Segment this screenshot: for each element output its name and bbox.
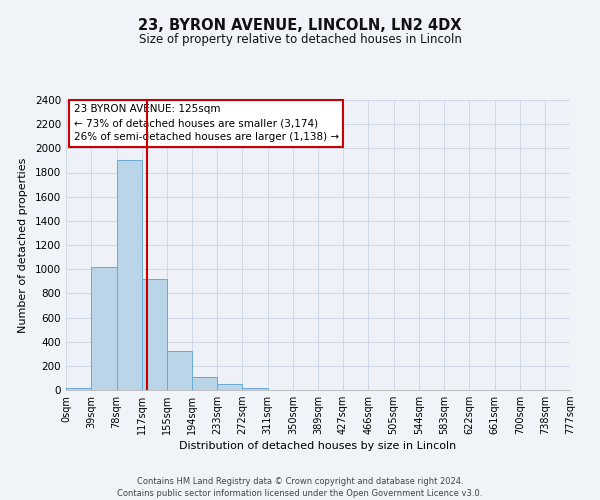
Y-axis label: Number of detached properties: Number of detached properties [18,158,28,332]
Text: Contains public sector information licensed under the Open Government Licence v3: Contains public sector information licen… [118,489,482,498]
Bar [192,376,217,390]
Bar [142,279,167,390]
Bar [217,384,242,390]
Text: 23, BYRON AVENUE, LINCOLN, LN2 4DX: 23, BYRON AVENUE, LINCOLN, LN2 4DX [138,18,462,32]
Bar [116,160,142,390]
Bar [167,352,192,390]
Bar [91,267,116,390]
Bar [242,388,268,390]
X-axis label: Distribution of detached houses by size in Lincoln: Distribution of detached houses by size … [179,442,457,452]
Text: 23 BYRON AVENUE: 125sqm
← 73% of detached houses are smaller (3,174)
26% of semi: 23 BYRON AVENUE: 125sqm ← 73% of detache… [74,104,338,142]
Bar [66,388,91,390]
Text: Size of property relative to detached houses in Lincoln: Size of property relative to detached ho… [139,32,461,46]
Text: Contains HM Land Registry data © Crown copyright and database right 2024.: Contains HM Land Registry data © Crown c… [137,478,463,486]
